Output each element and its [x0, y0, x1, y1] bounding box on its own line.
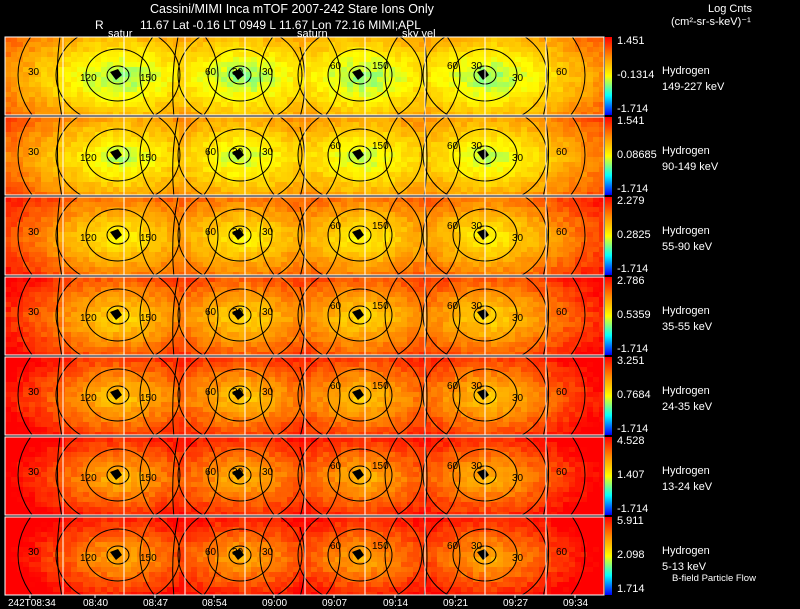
svg-text:60: 60	[447, 61, 459, 72]
colorbar-mid-label: 0.08685	[617, 149, 657, 161]
colorbar	[605, 277, 612, 355]
svg-text:150: 150	[140, 153, 157, 164]
x-tick-label: 09:00	[262, 598, 288, 609]
svg-text:30: 30	[471, 141, 483, 152]
x-tick-label: 242T08:34	[8, 598, 56, 609]
heatmap-panel: 30 120 150 60 30 30 60 150 60 30 30 60	[4, 36, 605, 116]
position-r-label: R	[95, 18, 104, 32]
panel-species-label: Hydrogen	[662, 545, 710, 557]
svg-text:60: 60	[330, 61, 342, 72]
panel-energy-label: 149-227 keV	[662, 81, 725, 93]
svg-text:30: 30	[262, 147, 274, 158]
colorbar-mid-label: 1.407	[617, 469, 645, 481]
panel-species-label: Hydrogen	[662, 145, 710, 157]
heatmap-panel: 30 120 150 60 30 30 60 150 60 30 30 60	[4, 116, 605, 196]
colorbar-mid-label: 0.5359	[617, 309, 651, 321]
x-tick-label: 09:07	[322, 598, 348, 609]
svg-text:150: 150	[372, 61, 389, 72]
colorbar-mid-label: 0.2825	[617, 229, 651, 241]
svg-text:120: 120	[80, 153, 97, 164]
colorbar-min-label: -1.714	[617, 423, 649, 435]
colorbar-mid-label: 0.7684	[617, 389, 651, 401]
colorbar-units-title: Log Cnts	[708, 3, 753, 15]
colorbar-max-label: 1.541	[617, 115, 645, 127]
b-field-flow-label: B-field Particle Flow	[672, 573, 756, 584]
colorbar-max-label: 1.451	[617, 35, 645, 47]
panel-energy-label: 90-149 keV	[662, 161, 719, 173]
svg-text:150: 150	[372, 141, 389, 152]
x-tick-label: 08:47	[143, 598, 169, 609]
panel-energy-label: 24-35 keV	[662, 401, 713, 413]
colorbar-mid-label: 2.098	[617, 549, 645, 561]
panel-species-label: Hydrogen	[662, 225, 710, 237]
x-tick-label: 09:27	[503, 598, 529, 609]
chart-title: Cassini/MIMI Inca mTOF 2007-242 Stare Io…	[150, 2, 434, 16]
svg-text:150: 150	[140, 73, 157, 84]
colorbar	[605, 37, 612, 115]
svg-text:60: 60	[556, 67, 568, 78]
panel-species-label: Hydrogen	[662, 305, 710, 317]
svg-text:30: 30	[232, 67, 244, 78]
colorbar-mid-label: -0.1314	[617, 69, 655, 81]
x-tick-label: 09:14	[383, 598, 409, 609]
panel-species-label: Hydrogen	[662, 385, 710, 397]
svg-text:30: 30	[262, 67, 274, 78]
colorbar-min-label: -1.714	[617, 263, 649, 275]
svg-text:60: 60	[205, 147, 217, 158]
colorbar	[605, 517, 612, 595]
position-readout: 11.67 Lat -0.16 LT 0949 L 11.67 Lon 72.1…	[140, 18, 421, 32]
colorbar-max-label: 3.251	[617, 355, 645, 367]
colorbar-min-label: -1.714	[617, 343, 649, 355]
colorbar-min-label: 1.714	[617, 583, 645, 595]
svg-text:60: 60	[330, 141, 342, 152]
colorbar-min-label: -1.714	[617, 183, 649, 195]
svg-text:30: 30	[232, 147, 244, 158]
colorbar	[605, 357, 612, 435]
svg-text:30: 30	[28, 67, 40, 78]
svg-text:30: 30	[28, 147, 40, 158]
svg-text:30: 30	[471, 61, 483, 72]
svg-text:120: 120	[80, 73, 97, 84]
colorbar-max-label: 2.279	[617, 195, 645, 207]
svg-text:60: 60	[556, 147, 568, 158]
colorbar-max-label: 5.911	[617, 515, 644, 527]
panel-energy-label: 13-24 keV	[662, 481, 713, 493]
x-tick-label: 08:54	[202, 598, 228, 609]
x-tick-label: 08:40	[83, 598, 109, 609]
colorbar	[605, 117, 612, 195]
svg-text:60: 60	[447, 141, 459, 152]
colorbar-min-label: -1.714	[617, 103, 649, 115]
svg-text:30: 30	[512, 73, 524, 84]
x-tick-label: 09:21	[443, 598, 469, 609]
colorbar-max-label: 2.786	[617, 275, 645, 287]
panel-species-label: Hydrogen	[662, 465, 710, 477]
colorbar-min-label: -1.714	[617, 503, 649, 515]
colorbar	[605, 197, 612, 275]
colorbar-max-label: 4.528	[617, 435, 645, 447]
x-tick-label: 09:34	[563, 598, 589, 609]
colorbar	[605, 437, 612, 515]
panel-energy-label: 55-90 keV	[662, 241, 713, 253]
colorbar-units-subtitle: (cm²-sr-s-keV)⁻¹	[671, 16, 751, 28]
panel-energy-label: 5-13 keV	[662, 561, 707, 573]
panel-species-label: Hydrogen	[662, 65, 710, 77]
svg-text:60: 60	[205, 67, 217, 78]
svg-text:30: 30	[512, 153, 524, 164]
panel-energy-label: 35-55 keV	[662, 321, 713, 333]
